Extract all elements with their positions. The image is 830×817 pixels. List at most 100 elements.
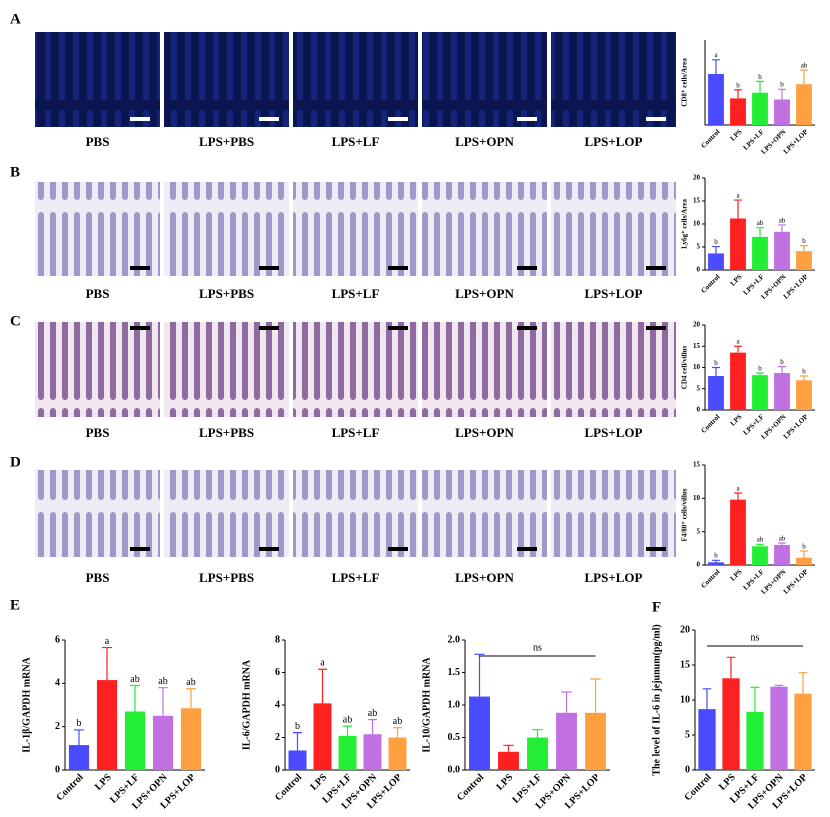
scale-bar [130,547,150,551]
error-bar [734,89,742,99]
error-bar [800,245,808,252]
error-bar [185,688,197,709]
significance-letter: ab [801,61,808,69]
bar [796,84,812,125]
significance-annotation: ns [533,642,542,653]
y-axis-label: CD4 cell/villus [681,346,689,390]
bar [152,715,174,770]
y-tick-label: 20 [680,624,690,635]
bar [708,74,724,125]
error-bar [756,543,764,547]
scale-bar [259,266,279,270]
y-tick-label: 5 [697,527,701,535]
y-tick-label: 0 [697,406,701,414]
error-bar [756,80,764,93]
y-axis-label: The level of IL-6 in jejunum(pg/ml) [651,624,662,775]
bar [796,380,812,410]
bar [730,98,746,125]
micrograph [293,322,418,417]
scale-bar [259,547,279,551]
bar [796,557,812,565]
image-caption: LPS+LOP [585,286,643,301]
x-tick-label: LPS+LOP [782,412,810,440]
error-bar [532,729,543,738]
x-tick-label: Control [455,772,486,803]
significance-letter: b [758,73,762,81]
micrograph [551,470,676,557]
micrograph [164,182,289,276]
y-tick-label: 15 [693,342,701,350]
panel-label: B [10,164,20,180]
bar [585,712,606,770]
y-tick-label: 0 [697,561,701,569]
micrograph [422,322,547,417]
error-bar [756,372,764,376]
y-tick-label: 0.0 [448,764,461,775]
error-bar [712,366,720,376]
error-bar [726,656,736,679]
x-tick-label: LPS [494,772,515,793]
micrograph [293,32,418,127]
bar [180,708,202,770]
y-tick-label: 10 [680,694,690,705]
image-caption: LPS+LF [332,570,380,585]
micrograph [293,182,418,276]
error-bar [129,684,141,712]
error-bar [561,691,572,713]
bar [752,375,768,410]
error-bar [503,744,514,752]
bar [96,680,118,770]
micrograph [422,182,547,276]
significance-letter: b [736,81,740,89]
y-tick-label: 20 [693,321,701,329]
scale-bar [517,266,537,270]
bar [752,546,768,565]
y-axis-label: IL-6/GAPDH mRNA [241,659,252,750]
x-tick-label: LPS [729,568,744,583]
significance-letter: ab [186,677,195,688]
error-bar [774,684,784,687]
scale-bar [130,117,150,121]
error-bar [734,345,742,353]
image-caption: LPS+PBS [199,286,254,301]
y-tick-label: 1.0 [448,699,461,710]
scale-bar [646,266,666,270]
scale-bar [646,117,666,121]
panel-label: D [10,454,21,470]
significance-letter: b [802,237,806,245]
bar [708,562,724,565]
bar [313,703,332,770]
y-tick-label: 10 [693,363,701,371]
y-tick-label: 0 [275,764,280,775]
micrograph [551,322,676,417]
significance-letter: ab [130,674,139,685]
bar [469,696,490,770]
image-caption: LPS+LOP [585,425,643,440]
scale-bar [388,547,408,551]
micrograph [293,470,418,557]
y-axis-label: CD8⁺ cells/Area [681,58,689,107]
significance-letter: ab [343,714,352,725]
scale-bar [388,117,408,121]
y-tick-label: 4 [275,699,280,710]
micrograph [551,32,676,127]
error-bar [778,224,786,232]
micrograph [422,32,547,127]
image-caption: LPS+PBS [199,425,254,440]
image-caption: LPS+OPN [455,134,514,149]
significance-letter: ab [757,219,764,227]
scale-bar [517,117,537,121]
significance-letter: a [320,658,325,669]
micrograph [551,182,676,276]
image-caption: LPS+LOP [585,570,643,585]
x-tick-label: Control [683,772,714,803]
error-bar [712,59,720,74]
bar [338,735,357,770]
bar [527,737,548,770]
x-tick-label: Control [699,568,721,590]
y-axis-label: IL-1β/GAPDH mRNA [21,656,32,752]
y-axis-label: Ly6g⁺ cells/Area [681,199,689,249]
micrograph [35,182,160,276]
image-caption: LPS+PBS [199,134,254,149]
